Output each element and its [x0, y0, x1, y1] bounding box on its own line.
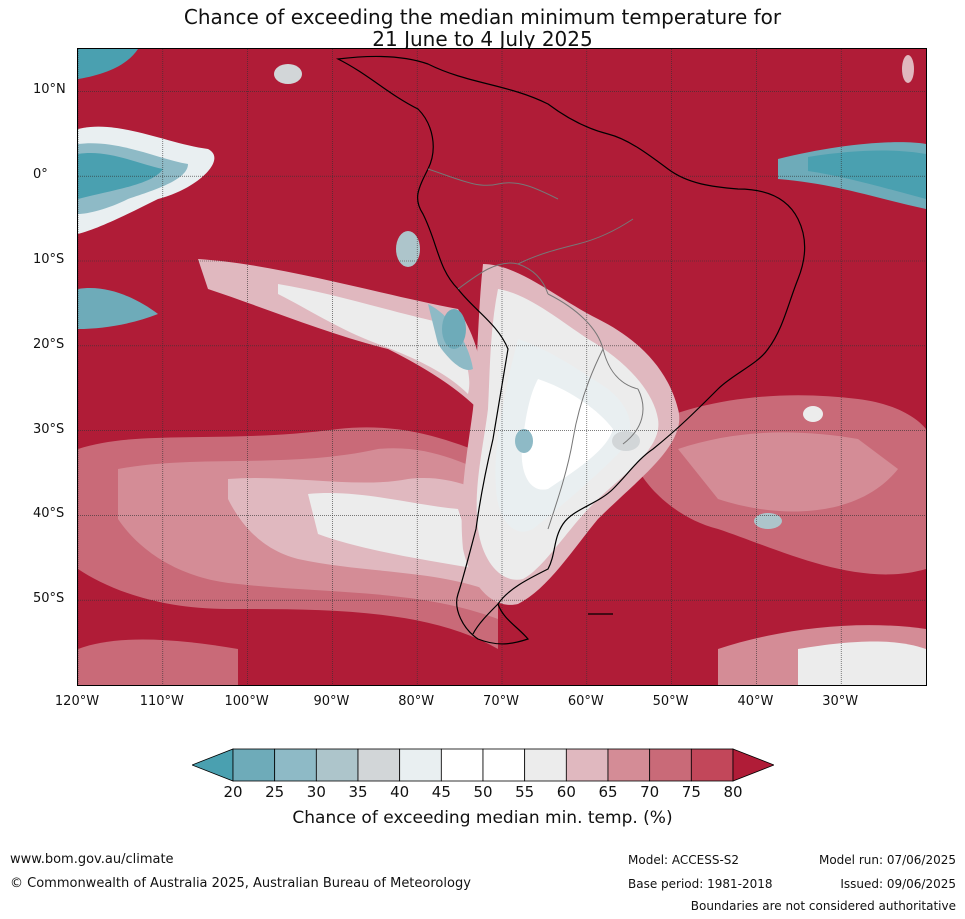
lat-tick-label: 40°S: [33, 506, 65, 522]
colorbar-tick-label: 80: [723, 783, 743, 801]
lon-tick-label: 110°W: [139, 694, 184, 709]
colorbar-segment: [524, 748, 567, 782]
colorbar-tick-label: 35: [348, 783, 368, 801]
lat-tick-label: 30°S: [33, 421, 65, 437]
colorbar-under-arrow: [192, 748, 234, 782]
colorbar-segment: [440, 748, 484, 782]
lon-tick-label: 80°W: [398, 694, 435, 709]
colorbar-tick-label: 55: [515, 783, 535, 801]
coastlines: [335, 55, 806, 645]
lat-tick-label: 0°: [33, 167, 48, 183]
lon-tick-label: 30°W: [822, 694, 859, 709]
lat-tick-label: 10°S: [33, 252, 65, 267]
low-probability-patches: [78, 49, 926, 529]
footer-base-period: Base period: 1981-2018: [628, 877, 773, 891]
colorbar-segment: [274, 748, 317, 782]
map-panel: [77, 48, 927, 686]
continental-neutral-region: [461, 264, 680, 605]
colorbar-tick-label: 40: [390, 783, 410, 801]
colorbar-segment: [315, 748, 359, 782]
lat-tick-label: 50°S: [33, 591, 65, 607]
footer-copyright: © Commonwealth of Australia 2025, Austra…: [10, 876, 471, 891]
colorbar-tick-label: 50: [473, 783, 493, 801]
colorbar-tick-label: 45: [431, 783, 451, 801]
probability-map: [78, 49, 926, 685]
colorbar-tick-label: 30: [306, 783, 326, 801]
country-borders: [427, 168, 644, 530]
footer-issued: Issued: 09/06/2025: [840, 877, 956, 891]
colorbar-tick-label: 75: [681, 783, 701, 801]
lat-tick-label: 20°S: [33, 336, 65, 352]
graticule: [78, 49, 926, 685]
lon-tick-label: 90°W: [313, 694, 350, 709]
footer-disclaimer: Boundaries are not considered authoritat…: [690, 899, 956, 913]
lon-tick-label: 70°W: [483, 694, 519, 709]
colorbar-segment: [399, 748, 442, 782]
colorbar-segment: [232, 748, 276, 782]
lon-tick-label: 60°W: [567, 694, 604, 709]
lon-tick-label: 120°W: [54, 694, 100, 709]
southern-ocean-band: [78, 395, 926, 685]
lon-tick-label: 40°W: [737, 694, 774, 709]
colorbar: [192, 748, 774, 782]
colorbar-segment: [565, 748, 609, 782]
colorbar-tick-label: 25: [265, 783, 285, 801]
colorbar-segment: [482, 748, 526, 782]
colorbar-segment: [357, 748, 401, 782]
colorbar-segment: [649, 748, 692, 782]
map-title-line-1: Chance of exceeding the median minimum t…: [183, 5, 782, 29]
colorbar-segment: [607, 748, 651, 782]
colorbar-segment: [690, 748, 734, 782]
footer-website: www.bom.gov.au/climate: [10, 852, 174, 867]
footer-model: Model: ACCESS-S2: [628, 853, 740, 867]
lat-tick-label: 10°N: [33, 82, 66, 98]
colorbar-label: Chance of exceeding median min. temp. (%…: [292, 808, 673, 828]
map-title-line-2: 21 June to 4 July 2025: [372, 27, 593, 51]
colorbar-tick-label: 65: [598, 783, 618, 801]
lon-tick-label: 100°W: [224, 694, 269, 709]
colorbar-tick-label: 60: [556, 783, 576, 801]
lon-tick-label: 50°W: [652, 694, 689, 709]
footer-model-run: Model run: 07/06/2025: [818, 853, 956, 867]
colorbar-over-arrow: [732, 748, 774, 782]
colorbar-tick-label: 20: [223, 783, 243, 801]
colorbar-tick-label: 70: [640, 783, 660, 801]
